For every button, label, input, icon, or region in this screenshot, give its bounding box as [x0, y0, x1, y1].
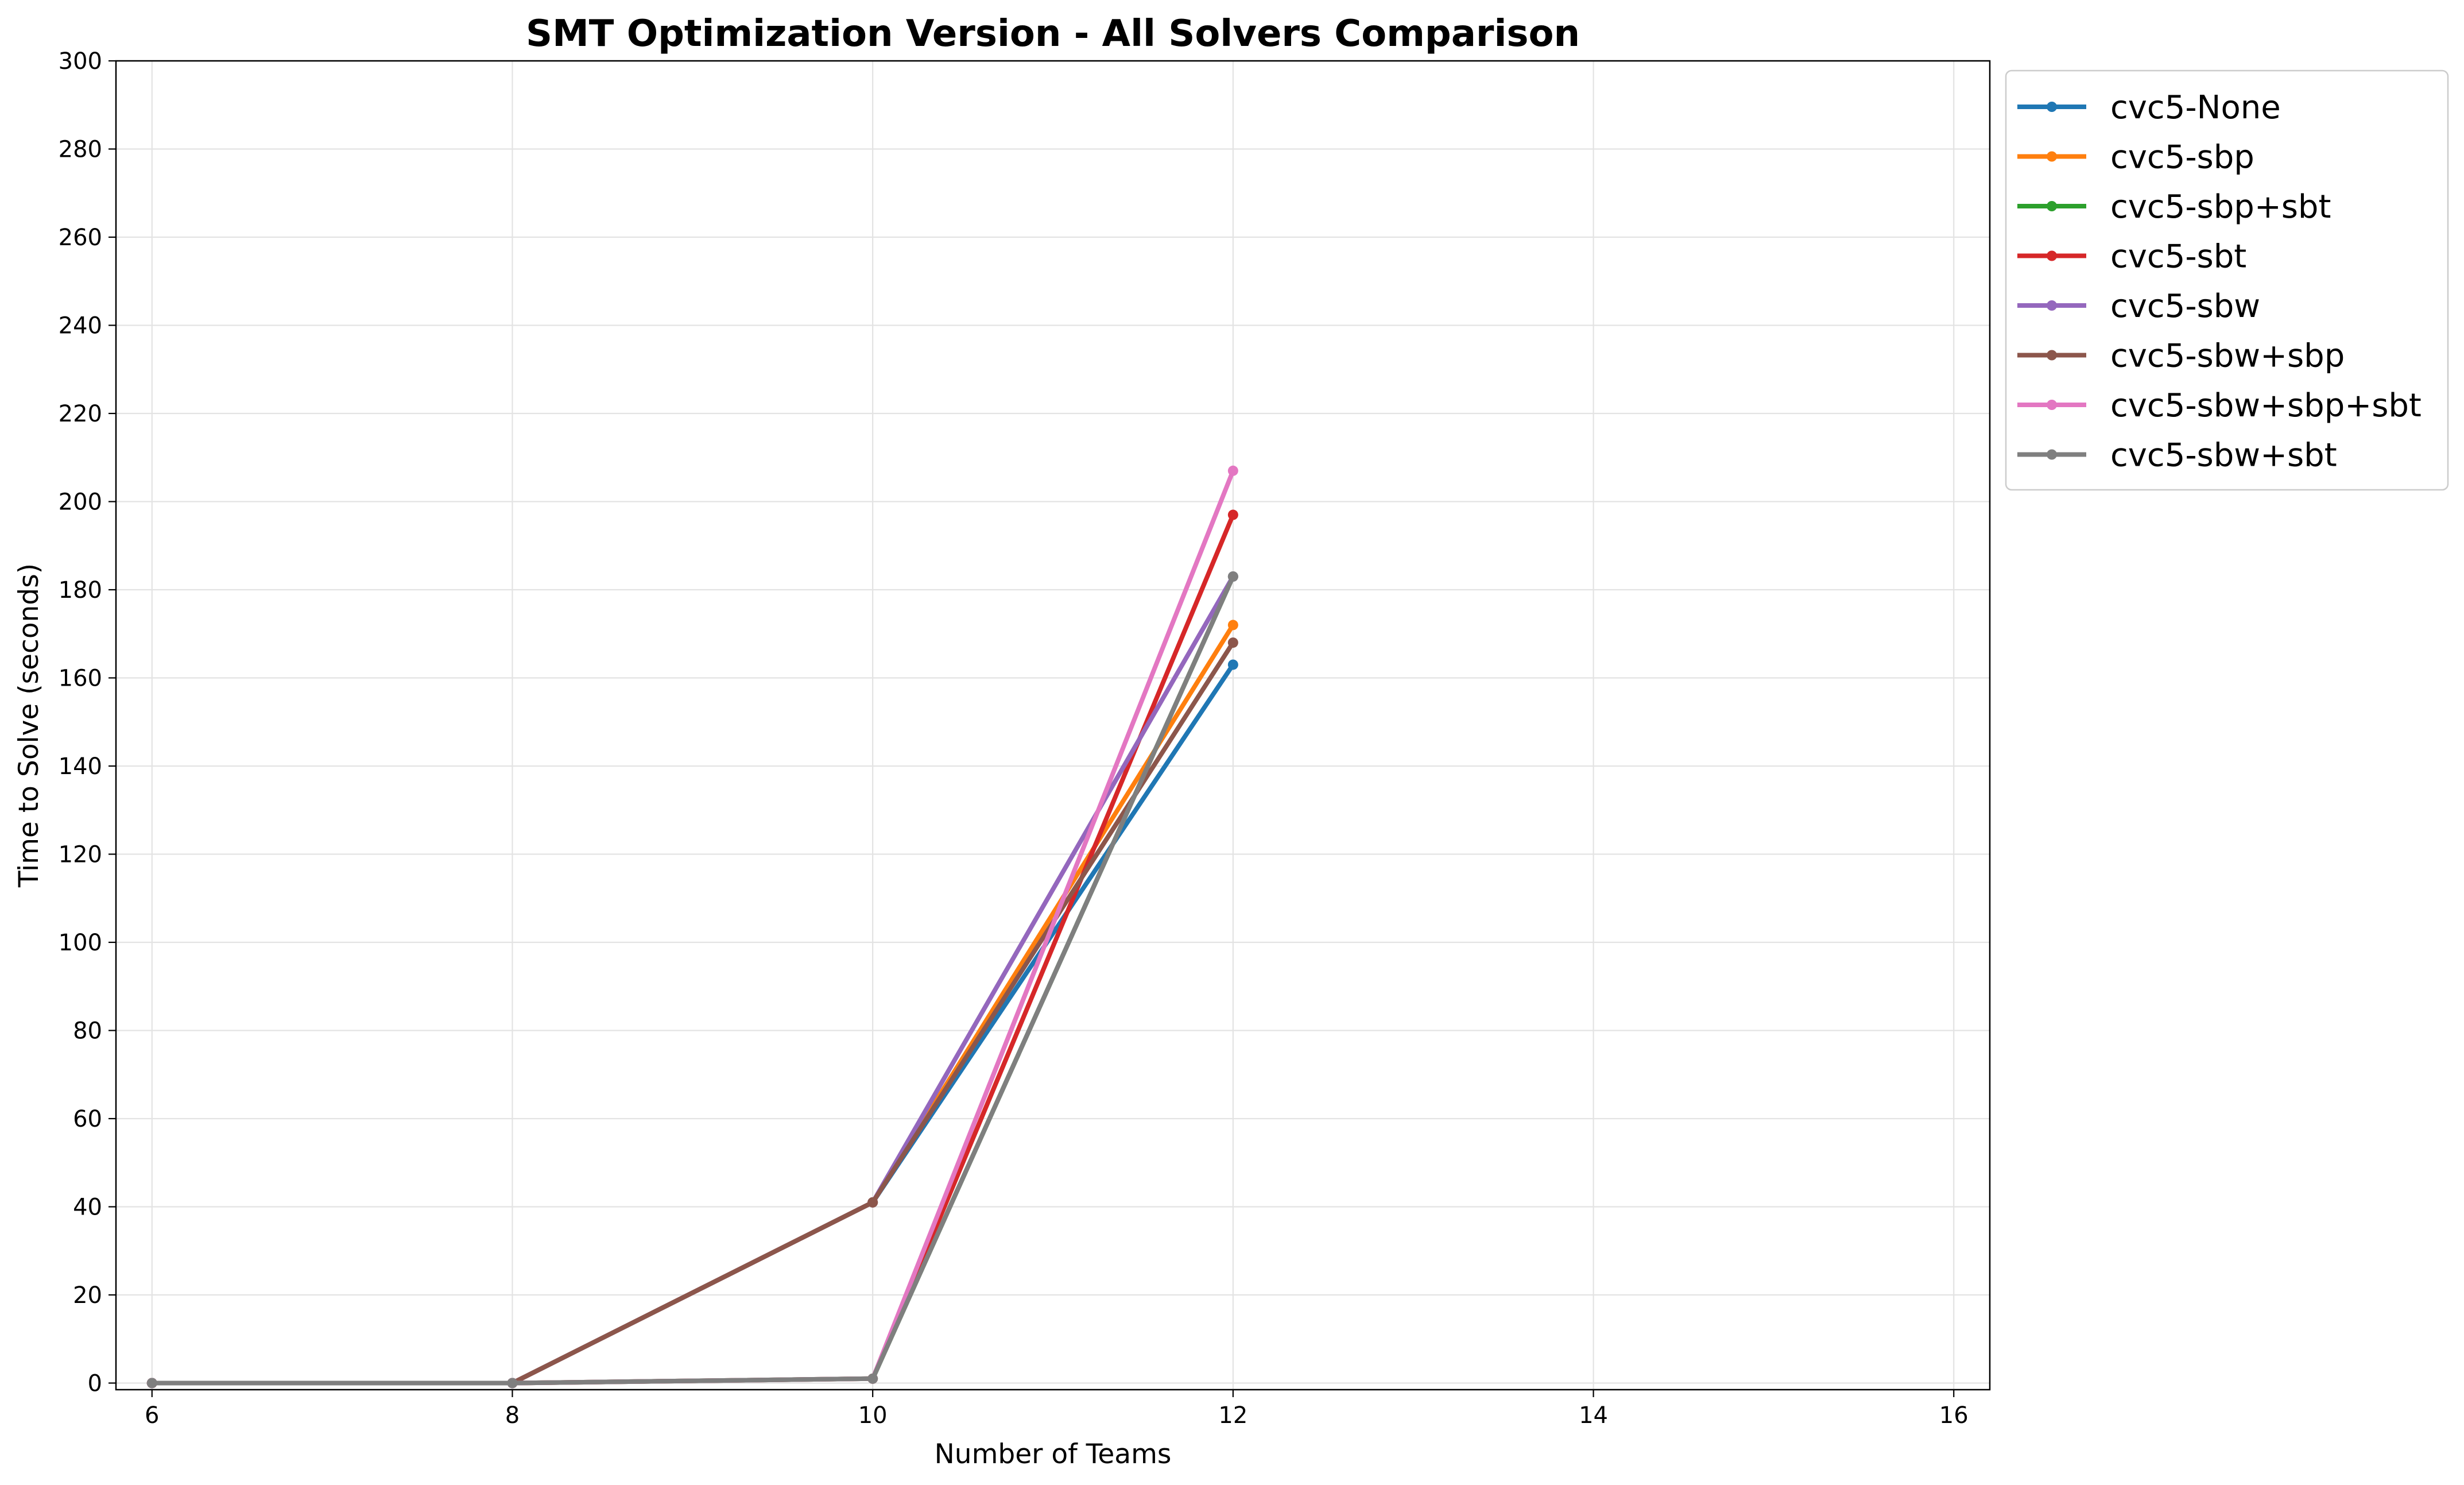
legend-label: cvc5-sbp: [2110, 139, 2254, 176]
legend-label: cvc5-None: [2110, 89, 2281, 126]
chart-title: SMT Optimization Version - All Solvers C…: [526, 13, 1580, 55]
y-tick-label: 0: [88, 1370, 102, 1397]
y-tick-label: 20: [73, 1282, 102, 1309]
plot-frame: [115, 60, 1991, 1391]
legend-label: cvc5-sbw+sbp: [2110, 338, 2345, 375]
legend-label: cvc5-sbt: [2110, 238, 2246, 276]
y-axis-label: Time to Solve (seconds): [13, 563, 45, 888]
x-tick-label: 12: [1218, 1402, 1248, 1429]
x-tick-label: 6: [145, 1402, 159, 1429]
y-tick-label: 280: [59, 136, 102, 163]
x-tick-label: 14: [1579, 1402, 1608, 1429]
data-point: [507, 1378, 518, 1389]
legend: cvc5-None cvc5-sbp cvc5-sbp+sbt cvc5-sbt cvc…: [2005, 69, 2449, 491]
legend-swatch-marker: [2047, 449, 2057, 460]
y-tick-label: 140: [59, 753, 102, 780]
legend-swatch-marker: [2047, 102, 2057, 112]
legend-swatch-marker: [2047, 201, 2057, 211]
legend-swatch-marker: [2047, 300, 2057, 311]
y-tick-label: 260: [59, 225, 102, 251]
x-axis-label: Number of Teams: [935, 1438, 1172, 1470]
axis-ticks: 6 8 10 12 14 16020406080100120140160180200220…: [59, 48, 1969, 1429]
legend-swatch-marker: [2047, 250, 2057, 261]
y-tick-label: 220: [59, 401, 102, 427]
y-tick-label: 160: [59, 665, 102, 691]
y-tick-label: 60: [73, 1106, 102, 1132]
legend-swatch-marker: [2047, 151, 2057, 162]
data-point: [1227, 659, 1238, 670]
data-point: [1227, 465, 1238, 476]
legend-box: [2005, 69, 2449, 491]
data-point: [867, 1373, 878, 1384]
legend-label: cvc5-sbp+sbt: [2110, 188, 2331, 226]
series-lines: [146, 465, 1238, 1389]
x-tick-label: 10: [858, 1402, 888, 1429]
data-point: [1227, 509, 1238, 520]
data-point: [1227, 637, 1238, 648]
y-tick-label: 240: [59, 312, 102, 339]
series-line: [149, 574, 1235, 1386]
legend-label: cvc5-sbw: [2110, 288, 2260, 325]
x-tick-label: 16: [1939, 1402, 1969, 1429]
data-point: [867, 1197, 878, 1208]
y-tick-label: 100: [59, 930, 102, 956]
y-tick-label: 120: [59, 841, 102, 868]
legend-label: cvc5-sbw+sbt: [2110, 437, 2337, 474]
y-tick-label: 180: [59, 577, 102, 604]
y-tick-label: 200: [59, 489, 102, 515]
y-tick-label: 40: [73, 1194, 102, 1220]
legend-label: cvc5-sbw+sbp+sbt: [2110, 387, 2422, 424]
y-tick-label: 300: [59, 48, 102, 75]
legend-swatch-marker: [2047, 350, 2057, 361]
x-tick-label: 8: [505, 1402, 520, 1429]
data-point: [1227, 620, 1238, 631]
data-point: [1227, 571, 1238, 582]
data-point: [146, 1378, 157, 1389]
legend-swatch-marker: [2047, 400, 2057, 410]
y-tick-label: 80: [73, 1018, 102, 1044]
